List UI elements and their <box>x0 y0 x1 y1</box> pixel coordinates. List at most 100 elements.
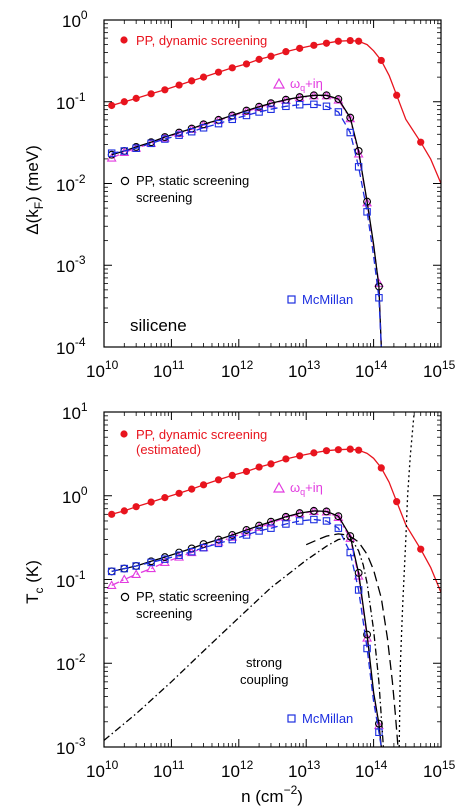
legend-label: ωq+iη <box>290 76 323 93</box>
data-point-square <box>132 144 140 152</box>
data-point-dot <box>296 44 304 52</box>
data-point-dot <box>377 464 385 472</box>
data-point-dot <box>175 81 183 89</box>
data-point-triangle <box>362 197 373 207</box>
legend-label: PP, dynamic screening <box>136 33 267 48</box>
data-point-dot <box>108 101 116 110</box>
data-point-circle <box>334 512 343 521</box>
data-point-square <box>161 555 169 563</box>
data-point-square <box>375 294 383 302</box>
data-point-square <box>187 547 196 556</box>
series-line <box>111 510 382 747</box>
data-point-dot <box>120 98 128 106</box>
ticks-layer-1 <box>103 411 442 748</box>
data-point-circle <box>267 99 275 108</box>
data-point-circle <box>346 113 355 122</box>
panel-gap: 100 10-1 10-2 10-3 10-4 1010 1011 1012 1… <box>23 8 456 381</box>
data-point-dot <box>228 471 236 479</box>
data-point-square <box>322 102 331 111</box>
data-point-dot <box>255 463 263 471</box>
data-point-square <box>282 102 290 111</box>
data-point-square <box>132 562 140 570</box>
x-tick-label: 1012 <box>221 758 254 781</box>
data-point-circle <box>255 521 264 530</box>
data-point-dot <box>214 476 223 484</box>
data-point-dot <box>161 494 169 502</box>
data-point-square <box>363 644 371 653</box>
data-point-circle <box>281 512 290 521</box>
data-point-square <box>267 524 275 532</box>
data-point-dot <box>175 489 183 497</box>
data-point-square <box>295 100 304 109</box>
data-point-square <box>334 524 343 532</box>
data-point-circle <box>228 531 237 539</box>
data-point-square <box>282 520 290 528</box>
data-point-square <box>242 111 251 120</box>
data-point-square <box>267 105 275 113</box>
series-layer-0 <box>106 36 441 347</box>
data-point-dot <box>147 90 155 98</box>
data-point-square <box>295 517 304 525</box>
legend-marker-circle <box>120 592 130 602</box>
data-point-square <box>175 551 183 559</box>
series-line <box>111 518 382 747</box>
data-point-square <box>363 208 371 216</box>
data-point-dot <box>188 77 196 85</box>
data-point-triangle <box>345 113 356 123</box>
data-point-square <box>255 527 263 535</box>
series-line <box>111 103 382 347</box>
data-point-triangle <box>333 94 344 104</box>
data-point-square <box>214 119 223 128</box>
data-point-dot <box>417 545 425 553</box>
legend-label-line2: screening <box>136 606 192 621</box>
data-point-square <box>147 558 155 567</box>
series-line <box>111 95 382 347</box>
legend-label: McMillan <box>302 292 353 307</box>
data-point-circle <box>309 506 318 515</box>
data-point-square <box>354 163 363 171</box>
legend-marker-triangle <box>272 77 286 89</box>
data-point-dot <box>199 73 208 81</box>
data-point-dot <box>296 452 304 460</box>
data-point-triangle <box>174 552 185 561</box>
data-point-square <box>214 539 223 548</box>
panel-annotation: silicene <box>130 316 187 335</box>
data-point-square <box>147 139 155 148</box>
y-tick-label: 10-3 <box>56 735 86 758</box>
x-tick-label: 1014 <box>355 758 388 781</box>
legend-marker-dot <box>120 430 128 438</box>
data-point-square <box>187 127 196 136</box>
series-line <box>111 39 441 184</box>
data-point-square <box>354 586 363 594</box>
data-point-square <box>346 128 354 137</box>
data-point-square <box>334 108 343 116</box>
data-point-circle <box>322 91 331 100</box>
data-point-dot <box>242 60 251 68</box>
y-axis-label: Δ(kF) (meV) <box>23 145 46 235</box>
data-point-dot <box>199 481 208 489</box>
data-point-circle <box>309 91 318 100</box>
data-point-triangle <box>119 574 130 584</box>
data-point-square <box>310 100 318 109</box>
data-point-dot <box>132 94 140 102</box>
data-point-dot <box>147 498 155 506</box>
data-point-dot <box>355 37 363 45</box>
data-point-square <box>107 149 116 157</box>
data-point-dot <box>282 455 290 463</box>
legend-label: McMillan <box>302 711 353 726</box>
legend-marker-triangle <box>272 481 286 493</box>
legend-label: PP, dynamic screening <box>136 427 267 442</box>
data-point-circle <box>295 93 304 102</box>
x-tick-label: 1012 <box>221 358 254 381</box>
data-point-dot <box>377 56 385 65</box>
y-tick-label: 10-2 <box>56 172 86 195</box>
x-tick-label: 1011 <box>153 758 185 781</box>
data-point-circle <box>242 106 251 115</box>
data-point-square <box>199 543 208 552</box>
data-point-square <box>120 147 129 155</box>
annotation-line: strong <box>246 655 282 670</box>
data-point-dot <box>282 48 290 56</box>
data-point-triangle <box>106 580 117 589</box>
data-point-circle <box>374 282 383 291</box>
data-point-square <box>199 124 208 132</box>
